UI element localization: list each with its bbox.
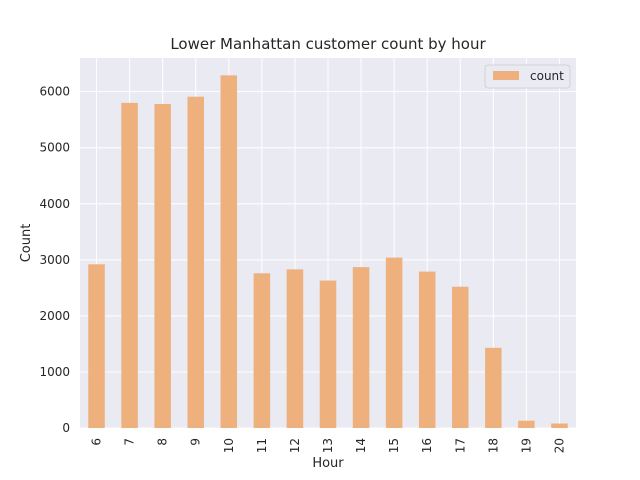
bar-hour-16 xyxy=(418,271,436,428)
x-tick-label: 12 xyxy=(288,438,302,453)
bar-hour-20 xyxy=(551,423,568,428)
x-tick-label: 13 xyxy=(321,438,335,453)
y-axis-label: Count xyxy=(19,224,34,263)
bar-hour-19 xyxy=(518,420,535,428)
x-tick-label: 7 xyxy=(123,438,137,446)
x-tick-label: 8 xyxy=(156,438,170,446)
x-tick-label: 18 xyxy=(486,438,500,453)
x-tick-label: 15 xyxy=(387,438,401,453)
y-tick-label: 4000 xyxy=(39,197,70,211)
x-tick-label: 20 xyxy=(552,438,566,453)
x-tick-labels: 6 7 8 9 10 11 12 13 14 15 16 17 18 19 20 xyxy=(90,438,567,453)
y-tick-label: 6000 xyxy=(39,85,70,99)
legend-box xyxy=(484,64,571,89)
x-tick-label: 14 xyxy=(354,438,368,453)
bar-hour-10 xyxy=(220,75,238,428)
bar-hour-11 xyxy=(253,273,271,428)
bars-group xyxy=(88,75,568,429)
bar-hour-13 xyxy=(319,280,337,428)
bar-hour-17 xyxy=(452,286,469,428)
x-tick-label: 16 xyxy=(420,438,434,453)
bar-hour-8 xyxy=(154,103,171,428)
y-tick-labels: 0 1000 2000 3000 4000 5000 6000 xyxy=(39,85,70,435)
y-tick-label: 3000 xyxy=(39,253,70,267)
legend: count xyxy=(484,64,571,89)
x-tick-label: 19 xyxy=(519,438,533,453)
bar-hour-9 xyxy=(187,96,204,428)
x-tick-label: 6 xyxy=(90,438,104,446)
x-tick-label: 9 xyxy=(189,438,203,446)
y-tick-label: 0 xyxy=(62,421,70,435)
y-tick-label: 2000 xyxy=(39,309,70,323)
bar-hour-14 xyxy=(352,267,370,428)
legend-label: count xyxy=(530,69,564,83)
x-axis-label: Hour xyxy=(312,456,344,471)
x-tick-label: 11 xyxy=(255,438,269,453)
legend-swatch xyxy=(493,71,519,80)
y-tick-label: 5000 xyxy=(39,141,70,155)
bar-hour-12 xyxy=(286,269,304,428)
y-tick-label: 1000 xyxy=(39,365,70,379)
bar-hour-7 xyxy=(121,102,138,429)
x-tick-label: 17 xyxy=(453,438,467,453)
bar-hour-15 xyxy=(385,257,403,428)
x-tick-label: 10 xyxy=(222,438,236,453)
chart-title: Lower Manhattan customer count by hour xyxy=(170,35,486,53)
bar-hour-6 xyxy=(88,264,105,428)
bar-hour-18 xyxy=(485,347,502,428)
